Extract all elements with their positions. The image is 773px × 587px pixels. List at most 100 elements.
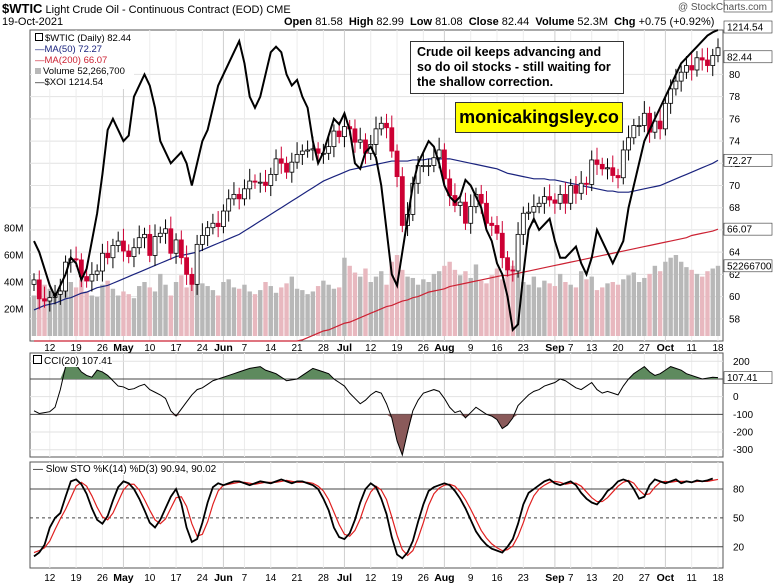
volume-bar <box>468 277 473 336</box>
volume-bar <box>531 276 537 336</box>
volume-bar <box>521 282 526 336</box>
volume-bar <box>168 295 173 336</box>
x-axis-label: 12 <box>44 573 56 584</box>
volume-bar <box>557 273 563 336</box>
candle-body <box>173 239 179 254</box>
candle-body <box>626 137 631 151</box>
legend-main: $WTIC (Daily) 82.44 <box>35 33 131 44</box>
price-tick-label: 70 <box>729 181 741 192</box>
x-axis-label: Oct <box>657 572 675 584</box>
candle-body <box>136 237 142 249</box>
candle-body <box>289 161 295 173</box>
volume-bar <box>237 288 242 336</box>
volume-bar <box>52 298 58 336</box>
volume-bar <box>115 295 121 336</box>
candle-body <box>36 279 42 300</box>
candle-body <box>610 167 616 176</box>
cci-gridlines <box>30 353 723 457</box>
volume-bar <box>615 284 621 336</box>
volume-bar <box>652 265 658 336</box>
x-axis-label: 13 <box>586 343 598 354</box>
candle-body <box>657 120 663 130</box>
ohlc-summary: Open 81.58 High 82.99 Low 81.08 Close 82… <box>284 16 714 28</box>
candle-body <box>599 163 605 170</box>
volume-tick-label: 60M <box>4 251 23 262</box>
x-axis-label: 28 <box>318 343 330 354</box>
volume-bar <box>73 287 79 336</box>
candle-body <box>57 290 63 295</box>
stockcharts-credit: @ StockCharts.com <box>677 2 767 13</box>
x-axis-label: 11 <box>686 573 697 584</box>
volume-bar <box>363 268 368 336</box>
x-axis-label: Sep <box>545 342 564 354</box>
volume-bar <box>426 282 431 336</box>
candle-body <box>578 182 584 194</box>
volume-bar <box>121 291 126 336</box>
volume-bar <box>526 284 531 336</box>
volume-bar <box>147 287 152 336</box>
price-tick-label: 80 <box>729 70 741 81</box>
price-tick-label: 74 <box>729 137 741 148</box>
sto-panel-frame <box>29 461 724 569</box>
volume-bar <box>373 276 379 336</box>
candle-body <box>189 273 195 285</box>
price-tick-label: 78 <box>729 92 741 103</box>
x-axis-label: 27 <box>639 343 651 354</box>
candle-body <box>47 297 53 302</box>
candle-body <box>673 80 679 90</box>
volume-bar <box>536 287 542 336</box>
candle-body <box>263 181 268 186</box>
volume-bar <box>300 290 305 336</box>
cci-tick-label: 0 <box>733 392 739 403</box>
candle-body <box>273 158 279 175</box>
volume-bar <box>379 271 384 336</box>
x-axis-label: 7 <box>568 573 574 584</box>
volume-bar <box>584 279 589 336</box>
volume-bar <box>221 282 226 336</box>
candle-body <box>557 193 563 204</box>
candle-body <box>389 127 395 152</box>
candle-body <box>268 173 274 186</box>
x-axis-label: 26 <box>418 343 430 354</box>
ma50-line <box>33 158 719 311</box>
open-label: Open <box>284 16 313 28</box>
x-axis-label: 19 <box>71 573 83 584</box>
x-axis-label: 7 <box>242 573 248 584</box>
low-value: 81.08 <box>435 16 463 28</box>
volume-bar <box>126 294 131 336</box>
chart-title: $WTIC Light Crude Oil - Continuous Contr… <box>2 1 291 16</box>
volume-bar <box>189 279 195 336</box>
xoi-flag: 1214.54 <box>727 23 764 34</box>
price-candles <box>31 38 721 312</box>
volume-bar <box>442 265 447 336</box>
x-axis-label: 9 <box>468 573 474 584</box>
candle-body <box>84 276 90 282</box>
volume-bar <box>247 291 252 336</box>
x-axis-label: 13 <box>586 573 598 584</box>
candle-body <box>494 225 500 234</box>
volume-bar <box>494 268 500 336</box>
volume-bar <box>142 282 147 336</box>
candle-body <box>499 232 505 259</box>
candle-body <box>384 122 389 129</box>
candle-body <box>205 227 211 236</box>
volume-bar <box>310 291 316 336</box>
volume-bar <box>94 296 100 336</box>
volume-tick-label: 40M <box>4 278 23 289</box>
sto-gridlines <box>30 462 723 568</box>
x-axis-label: Sep <box>545 572 564 584</box>
volume-bar <box>647 273 652 336</box>
volume-bar <box>131 298 137 336</box>
low-label: Low <box>410 16 433 28</box>
candle-body <box>352 128 358 143</box>
candle-body <box>252 180 258 183</box>
chg-value: +0.75 (+0.92%) <box>638 16 715 28</box>
volume-bar <box>510 265 515 336</box>
candle-body <box>484 202 489 224</box>
x-axis-label: 24 <box>197 343 209 354</box>
description: Light Crude Oil - Continuous Contract (E… <box>45 4 264 16</box>
open-value: 81.58 <box>315 16 343 28</box>
ma200-flag: 66.07 <box>727 225 752 236</box>
legend-xoi: —$XOI 1214.54 <box>35 77 104 88</box>
cci-tick-label: -300 <box>733 445 753 456</box>
